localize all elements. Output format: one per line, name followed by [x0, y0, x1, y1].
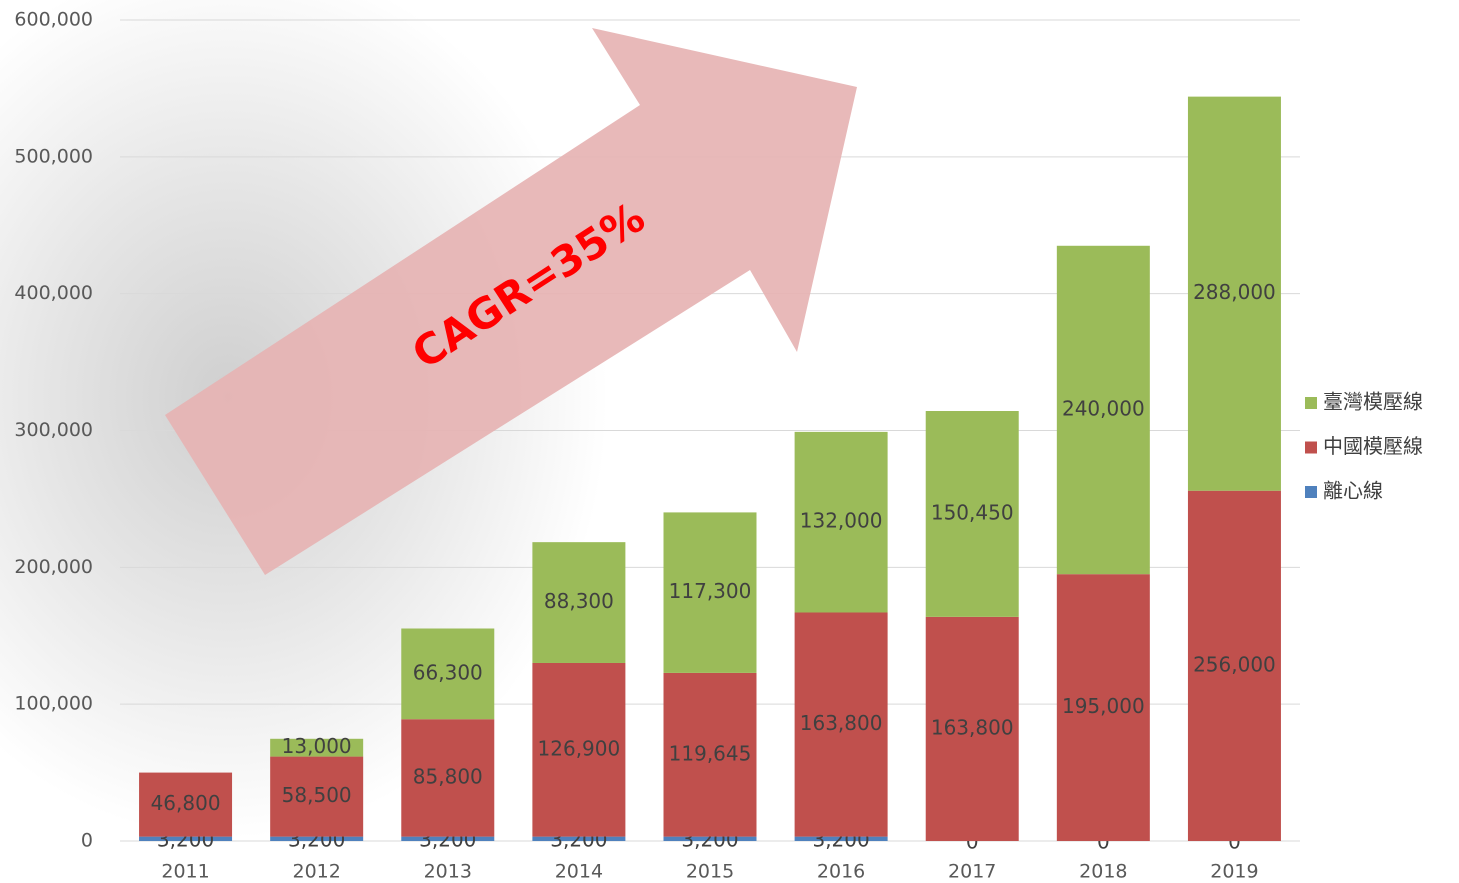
value-label: 240,000: [1062, 396, 1145, 420]
page: {"chart_data": {"type": "stacked-bar", "…: [0, 0, 1459, 883]
y-tick-label: 600,000: [14, 9, 93, 31]
legend-label: 離心線: [1323, 479, 1383, 503]
x-tick-label: 2017: [948, 861, 996, 883]
value-label: 85,800: [413, 764, 483, 788]
x-tick-label: 2013: [424, 861, 472, 883]
legend-swatch: [1305, 397, 1317, 409]
x-tick-label: 2011: [161, 861, 209, 883]
value-label: 117,300: [669, 579, 752, 603]
x-tick-label: 2019: [1210, 861, 1258, 883]
legend-swatch: [1305, 442, 1317, 454]
value-label: 58,500: [282, 783, 352, 807]
value-label: 88,300: [544, 589, 614, 613]
y-tick-label: 300,000: [14, 419, 93, 441]
x-tick-label: 2012: [292, 861, 340, 883]
value-label: 13,000: [282, 734, 352, 758]
x-tick-label: 2018: [1079, 861, 1127, 883]
value-label: 163,800: [800, 711, 883, 735]
y-tick-label: 200,000: [14, 556, 93, 578]
value-label: 256,000: [1193, 652, 1276, 676]
value-label: 150,450: [931, 500, 1014, 524]
value-label: 126,900: [538, 736, 621, 760]
x-tick-label: 2016: [817, 861, 865, 883]
y-tick-label: 500,000: [14, 145, 93, 167]
value-label: 66,300: [413, 660, 483, 684]
legend-label: 中國模壓線: [1323, 434, 1423, 458]
value-label: 195,000: [1062, 694, 1145, 718]
y-tick-label: 400,000: [14, 282, 93, 304]
y-tick-label: 100,000: [14, 693, 93, 715]
legend-label: 臺灣模壓線: [1323, 390, 1423, 414]
y-tick-label: 0: [81, 830, 93, 852]
value-label: 119,645: [669, 741, 752, 765]
value-label: 46,800: [151, 791, 221, 815]
x-tick-label: 2015: [686, 861, 734, 883]
chart: 0 100,000 200,000 300,000 400,000 500,000 600,…: [0, 0, 1459, 883]
x-tick-label: 2014: [555, 861, 603, 883]
value-label: 132,000: [800, 509, 883, 533]
legend-swatch: [1305, 486, 1317, 498]
value-label: 288,000: [1193, 280, 1276, 304]
value-label: 163,800: [931, 715, 1014, 739]
